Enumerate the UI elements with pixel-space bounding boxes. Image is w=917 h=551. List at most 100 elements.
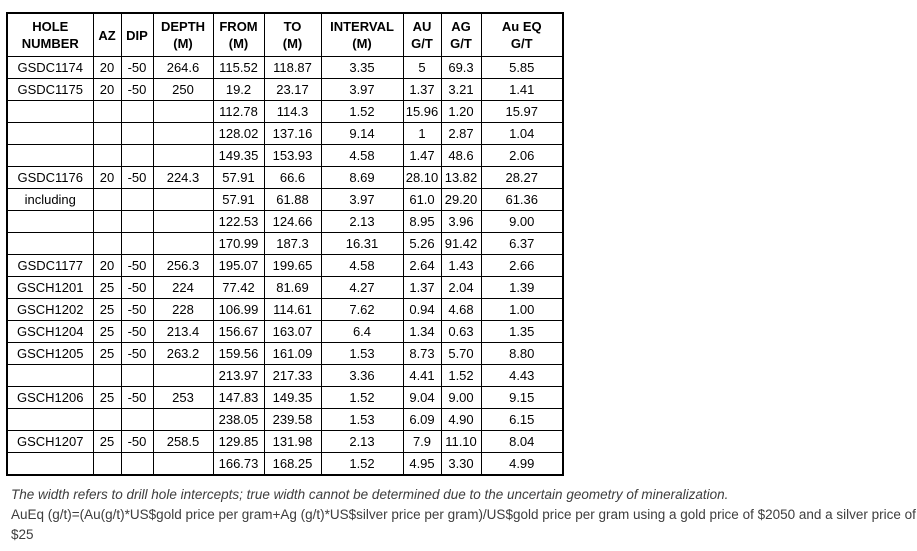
cell-au: 61.0 <box>402 188 442 211</box>
cell-depth <box>152 452 214 476</box>
cell-aueq: 1.41 <box>480 78 564 101</box>
col-header-to-line2: (M) <box>282 36 303 51</box>
cell-au: 15.96 <box>402 100 442 123</box>
cell-depth: 224 <box>152 276 214 299</box>
col-header-au-line2: G/T <box>411 36 433 51</box>
cell-au: 7.9 <box>402 430 442 453</box>
col-header-au: AU G/T <box>402 12 442 57</box>
cell-az: 20 <box>92 254 122 277</box>
cell-interval: 7.62 <box>320 298 404 321</box>
cell-interval: 4.58 <box>320 144 404 167</box>
cell-az: 20 <box>92 78 122 101</box>
cell-au: 5 <box>402 56 442 79</box>
table-row: GSCH1207 25 -50 258.5 129.85 131.98 2.13 7.9 11.… <box>6 430 564 453</box>
cell-dip <box>120 100 154 123</box>
cell-az <box>92 122 122 145</box>
cell-interval: 4.58 <box>320 254 404 277</box>
cell-interval: 4.27 <box>320 276 404 299</box>
cell-to: 187.3 <box>263 232 322 255</box>
cell-dip <box>120 122 154 145</box>
cell-hole: GSDC1174 <box>6 56 94 79</box>
cell-to: 66.6 <box>263 166 322 189</box>
col-header-ag-line2: G/T <box>450 36 472 51</box>
cell-to: 124.66 <box>263 210 322 233</box>
cell-to: 131.98 <box>263 430 322 453</box>
cell-interval: 3.35 <box>320 56 404 79</box>
cell-depth <box>152 144 214 167</box>
cell-from: 122.53 <box>212 210 265 233</box>
cell-dip <box>120 408 154 431</box>
footnotes: The width refers to drill hole intercept… <box>11 485 917 545</box>
cell-az <box>92 232 122 255</box>
cell-dip: -50 <box>120 78 154 101</box>
table-row: 112.78 114.3 1.52 15.96 1.20 15.97 <box>6 100 564 123</box>
table-row: 238.05 239.58 1.53 6.09 4.90 6.15 <box>6 408 564 431</box>
cell-depth: 224.3 <box>152 166 214 189</box>
table-row: 122.53 124.66 2.13 8.95 3.96 9.00 <box>6 210 564 233</box>
cell-au: 6.09 <box>402 408 442 431</box>
cell-to: 23.17 <box>263 78 322 101</box>
cell-dip <box>120 364 154 387</box>
cell-depth: 228 <box>152 298 214 321</box>
cell-hole <box>6 144 94 167</box>
cell-dip <box>120 452 154 476</box>
cell-dip <box>120 210 154 233</box>
col-header-to: TO (M) <box>263 12 322 57</box>
cell-dip: -50 <box>120 320 154 343</box>
note-aueq-formula-line2: $25 <box>11 527 34 542</box>
cell-from: 166.73 <box>212 452 265 476</box>
cell-from: 238.05 <box>212 408 265 431</box>
table-row: GSCH1206 25 -50 253 147.83 149.35 1.52 9.04 9.00… <box>6 386 564 409</box>
cell-to: 118.87 <box>263 56 322 79</box>
table-row: 170.99 187.3 16.31 5.26 91.42 6.37 <box>6 232 564 255</box>
cell-aueq: 9.15 <box>480 386 564 409</box>
cell-aueq: 8.04 <box>480 430 564 453</box>
cell-aueq: 4.43 <box>480 364 564 387</box>
cell-ag: 1.52 <box>440 364 482 387</box>
cell-az: 25 <box>92 276 122 299</box>
cell-dip: -50 <box>120 342 154 365</box>
cell-dip: -50 <box>120 430 154 453</box>
cell-from: 57.91 <box>212 188 265 211</box>
cell-hole <box>6 452 94 476</box>
cell-az <box>92 144 122 167</box>
cell-au: 1.34 <box>402 320 442 343</box>
table-row: GSCH1204 25 -50 213.4 156.67 163.07 6.4 1.34 0.6… <box>6 320 564 343</box>
cell-aueq: 4.99 <box>480 452 564 476</box>
cell-hole <box>6 408 94 431</box>
table-row: GSCH1201 25 -50 224 77.42 81.69 4.27 1.37 2.04 1.… <box>6 276 564 299</box>
cell-hole: GSDC1176 <box>6 166 94 189</box>
cell-to: 217.33 <box>263 364 322 387</box>
cell-ag: 2.87 <box>440 122 482 145</box>
cell-interval: 8.69 <box>320 166 404 189</box>
col-header-hole-line2: NUMBER <box>21 36 79 51</box>
cell-ag: 9.00 <box>440 386 482 409</box>
col-header-ag-line1: AG <box>451 19 471 34</box>
col-header-dip: DIP <box>120 12 154 57</box>
col-header-interval-line1: INTERVAL <box>330 19 394 34</box>
col-header-depth-line1: DEPTH <box>160 19 206 34</box>
cell-from: 129.85 <box>212 430 265 453</box>
cell-dip <box>120 232 154 255</box>
cell-au: 1 <box>402 122 442 145</box>
cell-ag: 69.3 <box>440 56 482 79</box>
cell-interval: 3.36 <box>320 364 404 387</box>
cell-interval: 2.13 <box>320 430 404 453</box>
cell-au: 8.73 <box>402 342 442 365</box>
cell-from: 115.52 <box>212 56 265 79</box>
cell-hole: including <box>6 188 94 211</box>
col-header-dip-line1: DIP <box>126 27 148 43</box>
cell-aueq: 1.04 <box>480 122 564 145</box>
cell-to: 149.35 <box>263 386 322 409</box>
cell-az: 25 <box>92 386 122 409</box>
cell-au: 0.94 <box>402 298 442 321</box>
cell-aueq: 6.15 <box>480 408 564 431</box>
cell-aueq: 15.97 <box>480 100 564 123</box>
table-row: GSDC1174 20 -50 264.6 115.52 118.87 3.35 5 69.3 5… <box>6 56 564 79</box>
cell-depth: 258.5 <box>152 430 214 453</box>
cell-ag: 3.21 <box>440 78 482 101</box>
cell-dip <box>120 144 154 167</box>
cell-aueq: 61.36 <box>480 188 564 211</box>
cell-ag: 4.90 <box>440 408 482 431</box>
